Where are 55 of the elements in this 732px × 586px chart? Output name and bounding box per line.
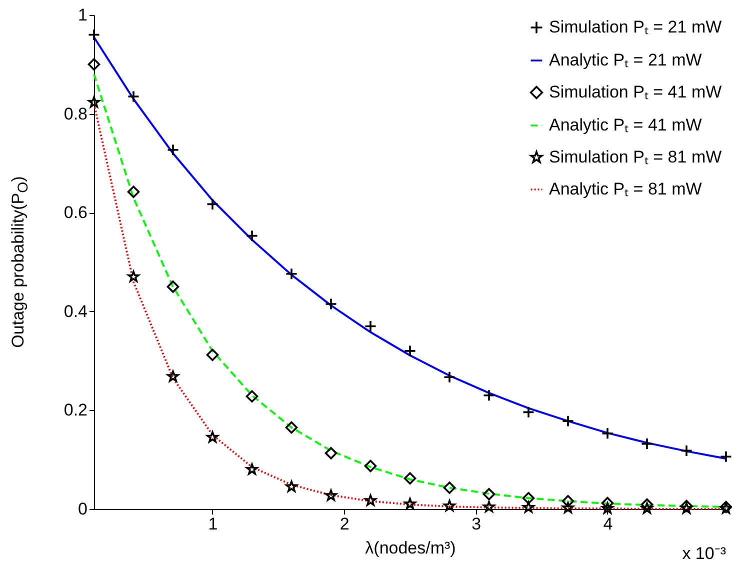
point	[286, 480, 298, 492]
point	[246, 463, 258, 475]
point	[324, 447, 338, 460]
legend-label: Simulation Pₜ = 81 mW	[549, 148, 722, 166]
x-tick-label: 4	[603, 514, 613, 534]
point	[364, 320, 377, 332]
point	[483, 500, 495, 512]
y-tick-label: 1	[78, 6, 88, 24]
legend-label: Analytic Pₜ = 81 mW	[549, 180, 702, 198]
legend-label: Simulation Pₜ = 21 mW	[549, 18, 722, 36]
point	[562, 502, 574, 514]
legend-label: Analytic Pₜ = 21 mW	[549, 50, 702, 70]
x-tick-label: 3	[472, 514, 482, 534]
point	[127, 186, 140, 198]
point	[640, 438, 654, 450]
point	[246, 230, 258, 242]
x-axis-title: λ(nodes/m³)	[365, 538, 456, 558]
point	[602, 502, 614, 514]
point	[522, 501, 534, 513]
point	[680, 502, 692, 514]
point	[128, 270, 140, 282]
point	[404, 498, 416, 510]
point	[601, 496, 614, 510]
point	[641, 502, 653, 514]
legend-label: Analytic Pₜ = 41 mW	[549, 116, 702, 134]
point	[443, 482, 456, 494]
y-tick-label: 0.4	[64, 302, 88, 321]
y-tick-label: 0.6	[64, 203, 88, 222]
y-tick-label: 0.2	[64, 400, 88, 420]
point	[404, 472, 416, 485]
point	[522, 406, 535, 418]
y-tick-label: 0.8	[64, 104, 88, 124]
legend-label: Simulation Pₜ = 41 mW	[549, 82, 722, 102]
point	[167, 370, 179, 382]
y-tick-label: 0	[78, 500, 88, 518]
point	[444, 500, 456, 512]
point	[482, 488, 496, 500]
x-tick-label: 2	[340, 514, 350, 534]
point	[285, 421, 298, 434]
text: x 10⁻³	[682, 544, 726, 563]
point	[206, 431, 218, 443]
point	[364, 494, 376, 506]
point	[522, 492, 535, 504]
point	[88, 96, 100, 108]
point	[364, 460, 377, 472]
point	[88, 58, 100, 71]
point	[206, 198, 219, 210]
point	[562, 494, 574, 508]
point	[246, 390, 258, 403]
point	[680, 444, 693, 457]
x-tick-label: 1	[208, 514, 218, 534]
point	[640, 498, 654, 511]
line-series	[93, 36, 727, 460]
point	[206, 348, 219, 362]
point	[166, 280, 180, 293]
